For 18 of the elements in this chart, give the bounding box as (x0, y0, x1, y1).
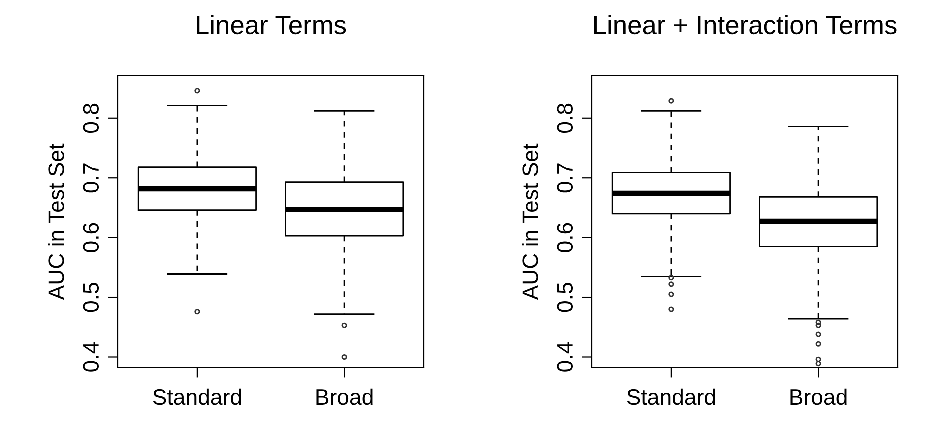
y-tick-label: 0.5 (83, 283, 100, 312)
y-tick-label: 0.6 (557, 223, 574, 252)
y-tick-label: 0.7 (83, 164, 100, 193)
y-axis-title: AUC in Test Set (48, 144, 64, 300)
y-tick-label: 0.4 (557, 342, 574, 372)
chart-title: Linear Terms (197, 15, 346, 35)
y-tick-label: 0.6 (83, 223, 100, 252)
y-tick-label: 0.8 (557, 104, 574, 133)
chart-title: Linear + Interaction Terms (594, 15, 897, 35)
x-tick-label: Broad (316, 388, 373, 406)
x-tick-label: Standard (627, 388, 716, 406)
x-tick-label: Broad (790, 388, 847, 406)
y-tick-label: 0.8 (83, 104, 100, 133)
y-tick-label: 0.7 (557, 164, 574, 193)
x-tick-label: Standard (153, 388, 242, 406)
y-tick-label: 0.4 (83, 342, 100, 372)
y-tick-label: 0.5 (557, 283, 574, 312)
y-axis-title: AUC in Test Set (522, 144, 538, 300)
